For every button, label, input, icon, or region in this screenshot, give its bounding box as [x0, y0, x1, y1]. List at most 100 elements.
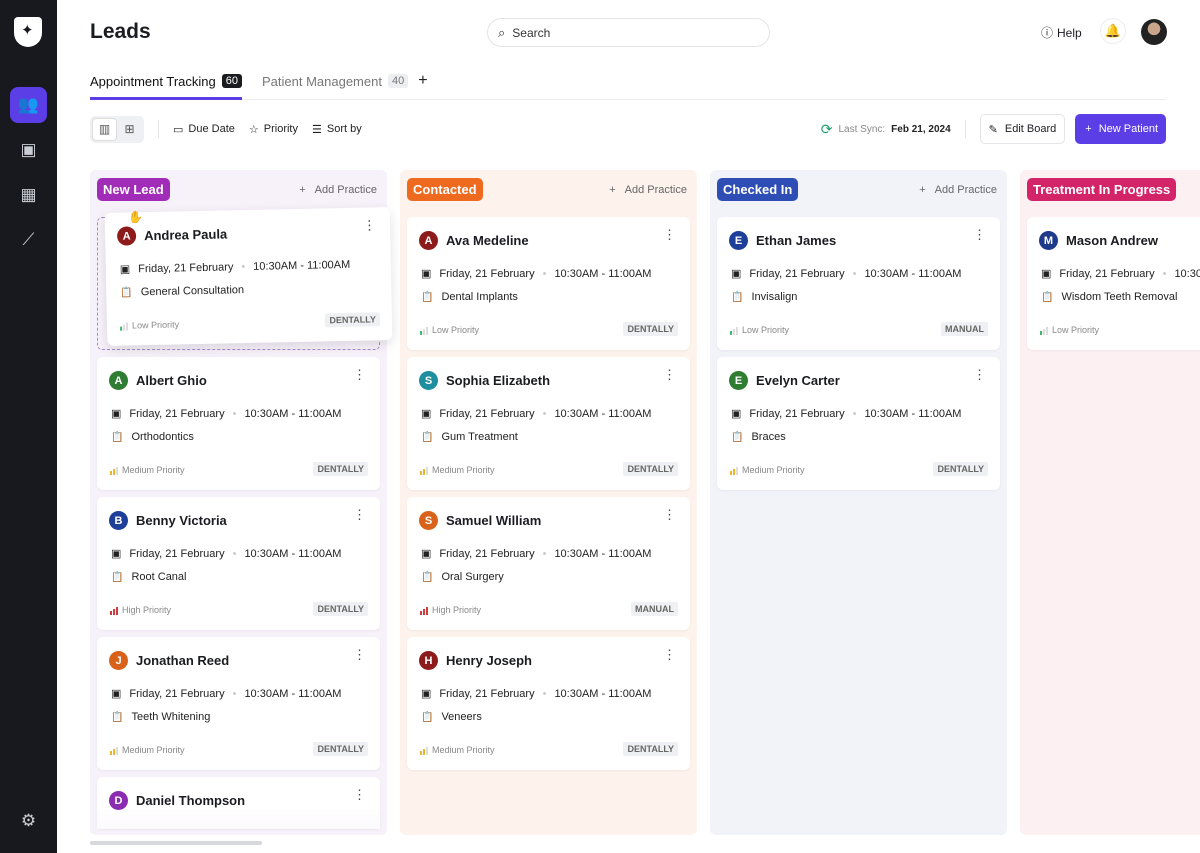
more-options-icon[interactable]: ⋮: [663, 367, 676, 382]
add-practice-label: Add Practice: [314, 183, 377, 196]
appointment-time: ▣ Friday, 21 February • 10:30AM - 11:00AM: [421, 267, 651, 281]
avatar: H: [419, 651, 438, 670]
edit-board-button[interactable]: ✎ Edit Board: [979, 114, 1066, 144]
column-header: Checked In + Add Practice: [717, 177, 997, 202]
more-options-icon[interactable]: ⋮: [353, 507, 366, 522]
lead-name: Daniel Thompson: [136, 793, 246, 808]
priority-indicator: Medium Priority: [110, 745, 185, 755]
treatment-label: Braces: [751, 431, 786, 443]
sidebar-item-calendar[interactable]: ▦: [10, 177, 47, 213]
priority-bars-icon: [730, 467, 738, 475]
lead-name-row: M Mason Andrew: [1039, 231, 1158, 250]
more-options-icon[interactable]: ⋮: [663, 227, 676, 242]
sync-icon[interactable]: ⟳: [820, 120, 833, 137]
separator-dot: •: [1162, 267, 1167, 280]
board-view-button[interactable]: ▥: [92, 117, 117, 141]
priority-indicator: Medium Priority: [420, 465, 495, 475]
lead-name-row: D Daniel Thompson: [109, 791, 245, 810]
lead-card[interactable]: D Daniel Thompson ⋮: [97, 777, 380, 829]
lead-card[interactable]: H Henry Joseph ⋮ ▣ Friday, 21 February • 10:30…: [407, 637, 690, 770]
priority-bars-icon: [120, 322, 129, 331]
sidebar-item-inbox[interactable]: ▣: [10, 132, 47, 168]
lead-card[interactable]: J Jonathan Reed ⋮ ▣ Friday, 21 February • 10:3…: [97, 637, 380, 770]
separator-dot: •: [232, 547, 237, 560]
treatment: 📋 Gum Treatment: [421, 431, 518, 443]
tab-appointment-tracking[interactable]: Appointment Tracking 60: [90, 74, 242, 100]
source-badge: DENTALLY: [933, 462, 988, 476]
priority-indicator: Low Priority: [1040, 325, 1099, 335]
lead-card[interactable]: A Ava Medeline ⋮ ▣ Friday, 21 February • 10:30…: [407, 217, 690, 350]
more-options-icon[interactable]: ⋮: [663, 507, 676, 522]
more-options-icon[interactable]: ⋮: [353, 787, 366, 802]
add-practice-button[interactable]: + Add Practice: [609, 184, 687, 196]
appointment-time-range: 10:30AM - 11:00AM: [864, 267, 962, 280]
source-badge: DENTALLY: [313, 602, 368, 616]
lead-card[interactable]: S Sophia Elizabeth ⋮ ▣ Friday, 21 February • 1…: [407, 357, 690, 490]
clipboard-icon: 📋: [111, 571, 124, 583]
avatar: A: [419, 231, 438, 250]
lead-card[interactable]: E Ethan James ⋮ ▣ Friday, 21 February • 10:30A…: [717, 217, 1000, 350]
lead-card[interactable]: E Evelyn Carter ⋮ ▣ Friday, 21 February • 10:3…: [717, 357, 1000, 490]
source-badge: DENTALLY: [623, 322, 678, 336]
lead-card[interactable]: S Samuel William ⋮ ▣ Friday, 21 February • 10:…: [407, 497, 690, 630]
lead-card[interactable]: A Andrea Paula ⋮ ▣ Friday, 21 February • 10:30…: [104, 207, 393, 346]
priority-label: High Priority: [122, 605, 172, 615]
separator-dot: •: [232, 687, 237, 700]
treatment-label: Gum Treatment: [441, 431, 518, 443]
page-title: Leads: [90, 20, 151, 43]
priority-filter[interactable]: ☆ Priority: [249, 123, 298, 136]
treatment-label: General Consultation: [140, 284, 245, 299]
search-input[interactable]: ⌕ Search: [487, 18, 770, 47]
column-tag: Checked In: [717, 178, 799, 201]
clipboard-icon: 📋: [1041, 291, 1054, 303]
search-placeholder: Search: [512, 25, 551, 40]
add-tab-icon[interactable]: +: [418, 72, 428, 89]
notifications-button[interactable]: 🔔: [1100, 18, 1126, 44]
column-contacted: Contacted + Add Practice A Ava Medeline ⋮ ▣ Fri…: [400, 170, 697, 835]
more-options-icon[interactable]: ⋮: [663, 647, 676, 662]
calendar-icon: ▣: [421, 408, 432, 420]
more-options-icon[interactable]: ⋮: [353, 367, 366, 382]
sidebar-item-leads[interactable]: 👥: [10, 87, 47, 123]
lead-name-row: H Henry Joseph: [419, 651, 532, 670]
appointment-time-range: 10:30AM - 11:00AM: [864, 407, 962, 420]
appointment-time-range: 10:30AM - 11:00AM: [554, 407, 652, 420]
lead-card[interactable]: A Albert Ghio ⋮ ▣ Friday, 21 February • 10:30A…: [97, 357, 380, 490]
add-practice-button[interactable]: + Add Practice: [919, 184, 997, 196]
more-options-icon[interactable]: ⋮: [353, 647, 366, 662]
calendar-icon: ▦: [20, 185, 37, 204]
more-options-icon[interactable]: ⋮: [362, 217, 377, 233]
lead-name-row: S Sophia Elizabeth: [419, 371, 550, 390]
priority-bars-icon: [110, 607, 118, 615]
treatment: 📋 Invisalign: [731, 291, 797, 303]
treatment-label: Orthodontics: [131, 431, 194, 443]
table-view-button[interactable]: ⊞: [124, 122, 135, 136]
priority-bars-icon: [110, 467, 118, 475]
due-date-filter[interactable]: ▭ Due Date: [173, 123, 235, 136]
appointment-time-range: 10:30AM - 11:00AM: [554, 547, 652, 560]
sidebar-item-settings[interactable]: ⚙: [10, 803, 47, 839]
more-options-icon[interactable]: ⋮: [973, 227, 986, 242]
clipboard-icon: 📋: [111, 431, 124, 443]
sidebar-item-analytics[interactable]: ⟋: [10, 222, 47, 258]
inbox-icon: ▣: [20, 140, 37, 159]
lead-card[interactable]: B Benny Victoria ⋮ ▣ Friday, 21 February • 10:…: [97, 497, 380, 630]
new-patient-button[interactable]: + New Patient: [1075, 114, 1166, 144]
more-options-icon[interactable]: ⋮: [973, 367, 986, 382]
lead-name: Sophia Elizabeth: [446, 373, 551, 388]
treatment: 📋 Dental Implants: [421, 291, 518, 303]
help-button[interactable]: ⓘ Help: [1041, 24, 1082, 41]
separator-dot: •: [232, 407, 237, 420]
lead-name: Ava Medeline: [446, 233, 529, 248]
horizontal-scrollbar[interactable]: [90, 841, 262, 845]
appointment-date: Friday, 21 February: [439, 407, 535, 420]
tab-patient-management[interactable]: Patient Management 40 +: [262, 72, 428, 100]
search-icon: ⌕: [498, 24, 506, 40]
appointment-time-range: 10:30AM - 11:00AM: [244, 687, 342, 700]
sort-button[interactable]: ☰ Sort by: [312, 123, 362, 136]
add-practice-button[interactable]: + Add Practice: [299, 184, 377, 196]
user-avatar[interactable]: [1141, 19, 1167, 45]
edit-board-label: Edit Board: [1004, 123, 1057, 135]
